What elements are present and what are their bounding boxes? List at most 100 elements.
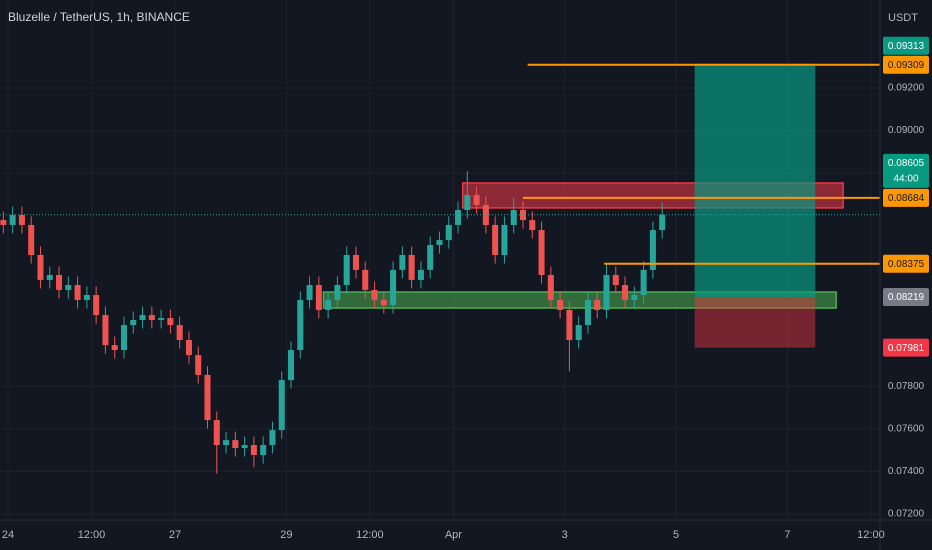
x-tick-label: 3 xyxy=(562,529,568,541)
candle-body xyxy=(28,224,35,255)
candle-body xyxy=(185,339,192,356)
candle-body xyxy=(436,240,443,245)
candle-body xyxy=(538,230,545,276)
price-tag-label: 0.09313 xyxy=(888,41,925,52)
candle-body xyxy=(371,289,378,300)
candle-body xyxy=(557,299,564,310)
candle-body xyxy=(37,254,44,280)
candle-body xyxy=(473,194,480,205)
candle-body xyxy=(649,230,656,270)
candle-body xyxy=(325,299,332,310)
candle-body xyxy=(250,445,257,456)
plot xyxy=(0,63,880,474)
candle-body xyxy=(362,269,369,290)
candle-body xyxy=(501,224,508,255)
grid xyxy=(0,0,880,520)
price-tag xyxy=(883,254,929,273)
candle-body xyxy=(260,445,267,456)
candle-body xyxy=(130,319,137,326)
candle-body xyxy=(594,299,601,310)
candle-body xyxy=(334,285,341,300)
y-tick-label: 0.09000 xyxy=(888,125,925,136)
candle-body xyxy=(631,295,638,300)
price-tag xyxy=(883,338,929,357)
candle-body xyxy=(195,355,202,375)
axes: 0.072000.074000.076000.078000.088000.090… xyxy=(2,83,925,541)
candle-body xyxy=(111,345,118,351)
price-tag-label: 0.08605 xyxy=(888,158,925,169)
candle-body xyxy=(139,315,146,320)
candle-body xyxy=(547,275,554,300)
candle-body xyxy=(575,325,582,340)
candle-body xyxy=(269,430,276,446)
candle-body xyxy=(482,204,489,225)
candle-body xyxy=(213,420,220,446)
chart-title: Bluzelle / TetherUS, 1h, BINANCE xyxy=(8,10,190,24)
candle-body xyxy=(510,210,517,225)
countdown: 44:00 xyxy=(893,174,918,185)
x-tick-label: 27 xyxy=(169,529,181,541)
candle-body xyxy=(241,445,248,448)
candle-body xyxy=(306,285,313,300)
x-tick-label: Apr xyxy=(445,529,462,541)
candle-body xyxy=(566,309,573,340)
candle-body xyxy=(380,299,387,306)
candle-body xyxy=(408,254,415,280)
x-tick-label: 12:00 xyxy=(78,529,106,541)
candle-body xyxy=(584,299,591,326)
candle-body xyxy=(417,269,424,280)
x-tick-label: 7 xyxy=(784,529,790,541)
price-tag xyxy=(883,188,929,207)
candle-body xyxy=(93,295,100,316)
price-tag-label: 0.09309 xyxy=(888,60,925,71)
x-tick-label: 5 xyxy=(673,529,679,541)
candle-body xyxy=(445,224,452,241)
position-stop xyxy=(694,296,816,348)
candle-body xyxy=(83,295,90,300)
candle-body xyxy=(455,210,462,225)
candle-body xyxy=(390,269,397,306)
price-tag xyxy=(883,36,929,55)
candle-body xyxy=(640,269,647,296)
y-tick-label: 0.09200 xyxy=(888,83,925,94)
candle-body xyxy=(46,275,53,280)
currency: USDT xyxy=(888,12,918,24)
price-tag-label: 0.08375 xyxy=(888,259,925,270)
candle-body xyxy=(464,194,471,211)
y-tick-label: 0.07600 xyxy=(888,423,925,434)
x-tick-label: 29 xyxy=(280,529,292,541)
candle-body xyxy=(622,285,629,300)
candle-body xyxy=(0,220,7,225)
candle-body xyxy=(56,275,63,290)
candle-body xyxy=(204,374,211,421)
candle-body xyxy=(223,440,230,446)
position-target xyxy=(694,63,816,297)
candle-body xyxy=(158,318,165,320)
x-tick-label: 24 xyxy=(2,529,14,541)
price-tag-label: 0.08219 xyxy=(888,292,925,303)
candle-body xyxy=(343,254,350,286)
x-tick-label: 12:00 xyxy=(857,529,885,541)
price-tags: 0.09309 0.09313 0.08684 0.08605 44:00 0.08375… xyxy=(883,36,929,357)
candle-body xyxy=(612,275,619,286)
candle-body xyxy=(352,254,359,270)
candle-body xyxy=(278,380,285,431)
price-tag-label: 0.08684 xyxy=(888,193,925,204)
candle-body xyxy=(232,440,239,448)
candle-body xyxy=(120,325,128,351)
candle-body xyxy=(297,299,304,351)
candle-body xyxy=(176,325,183,340)
price-tag-label: 0.07981 xyxy=(888,343,925,354)
candle-body xyxy=(287,350,295,381)
candle-body xyxy=(148,315,155,320)
y-tick-label: 0.07200 xyxy=(888,509,925,520)
candle-body xyxy=(9,214,16,225)
price-tag xyxy=(883,153,929,188)
candle-body xyxy=(399,254,406,270)
y-tick-label: 0.07800 xyxy=(888,381,925,392)
candle-body xyxy=(659,214,666,231)
candle-body xyxy=(102,315,109,346)
candle-body xyxy=(529,220,536,231)
